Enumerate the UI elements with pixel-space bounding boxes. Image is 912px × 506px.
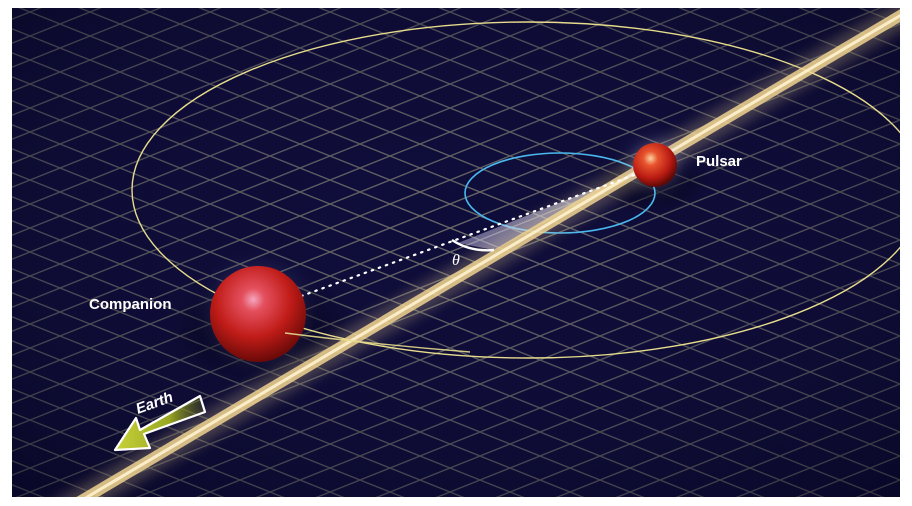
arrow-left-icon	[113, 394, 207, 452]
pulsar-star	[621, 131, 689, 199]
pulsar-label: Pulsar	[696, 153, 742, 170]
angle-label: θ	[452, 252, 460, 269]
angle-arc	[451, 238, 495, 252]
separation-line	[294, 168, 650, 300]
companion-orbit	[131, 21, 900, 359]
companion-label: Companion	[89, 296, 172, 313]
pulsar-beam	[61, 8, 900, 497]
companion-star	[200, 256, 316, 372]
